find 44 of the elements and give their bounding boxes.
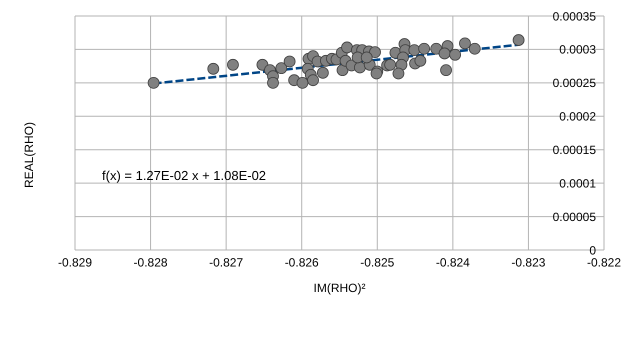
point — [296, 76, 308, 89]
y-tick-label: 0 — [589, 243, 596, 258]
y-tick-label: 0.00035 — [552, 9, 596, 24]
x-tick-label: -0.827 — [209, 256, 244, 270]
point — [341, 42, 353, 54]
point — [227, 58, 239, 71]
point — [438, 48, 450, 60]
point — [430, 42, 442, 55]
x-axis-title: IM(RHO)² — [314, 281, 366, 295]
point — [392, 68, 404, 80]
point — [459, 38, 471, 50]
y-tick-label: 0.00015 — [552, 142, 596, 157]
point — [384, 58, 396, 71]
point — [354, 62, 366, 74]
point — [275, 62, 288, 74]
point — [307, 74, 319, 86]
y-tick-label: 0.00025 — [552, 76, 596, 90]
x-tick-label: -0.826 — [284, 256, 320, 270]
y-tick-label: 0.0002 — [559, 110, 596, 124]
annotation: f(x) = 1.27E-02 x + 1.08E-02 — [102, 168, 266, 183]
point — [360, 52, 373, 64]
point — [369, 46, 381, 58]
x-tick-label: -0.823 — [511, 256, 546, 270]
point — [408, 44, 420, 56]
x-tick-label: -0.824 — [436, 256, 470, 270]
y-axis-title: REAL(RHO) — [22, 122, 36, 188]
x-tick-label: -0.822 — [586, 256, 622, 270]
y-tick-label: 0.0001 — [559, 176, 596, 190]
point — [267, 76, 279, 89]
y-tick-label: 0.0003 — [559, 42, 596, 57]
point — [148, 76, 160, 89]
x-tick-label: -0.829 — [58, 256, 92, 270]
point — [284, 56, 296, 68]
point — [440, 64, 452, 76]
point — [207, 62, 220, 75]
y-tick-label: 0.00005 — [552, 210, 596, 224]
point — [449, 48, 462, 61]
x-tick-label: -0.825 — [360, 256, 395, 270]
point — [316, 66, 329, 79]
point — [418, 42, 430, 55]
point — [414, 54, 426, 67]
point — [468, 42, 481, 55]
x-tick-label: -0.828 — [134, 256, 168, 270]
point — [512, 34, 525, 46]
